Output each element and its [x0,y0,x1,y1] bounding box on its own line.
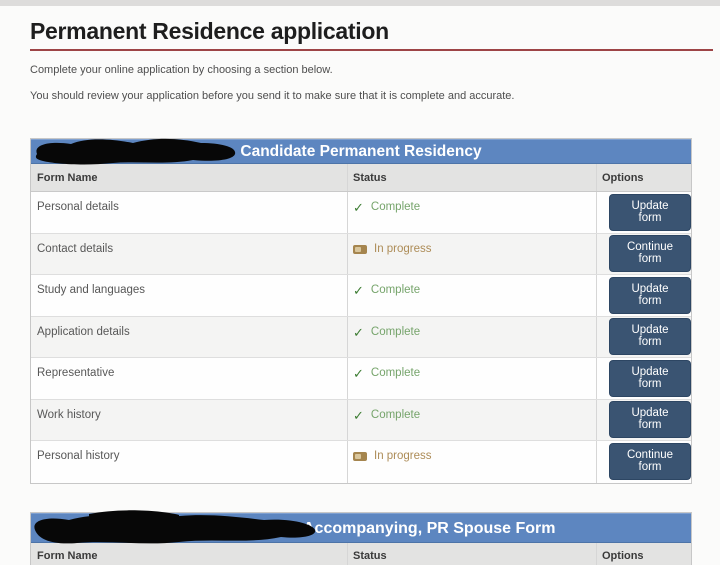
update-form-button[interactable]: Update form [609,193,691,231]
form-name: Application details [37,325,130,338]
browser-top-strip [0,0,720,6]
form-name: Work history [37,408,101,421]
status-label: Complete [370,367,421,379]
status-label: Complete [370,284,421,296]
update-form-button[interactable]: Update form [609,359,691,397]
status-label: In progress [374,450,432,462]
in-progress-icon [353,452,367,461]
form-name: Study and languages [37,284,146,296]
form-name: Contact details [37,242,114,255]
table-row: Application details ✓ Complete Update fo… [31,316,691,358]
page-title: Permanent Residence application [30,18,389,44]
spouse-form-table: Accompanying, PR Spouse Form Form Name S… [30,509,692,565]
column-header-options: Options [596,164,691,191]
check-icon: ✓ [353,407,364,423]
page-content: Permanent Residence application Complete… [0,18,720,565]
table-row: Representative ✓ Complete Update form [31,358,691,400]
continue-form-button[interactable]: Continue form [609,235,691,273]
title-divider [30,49,713,51]
status-label: Complete [370,325,421,338]
check-icon: ✓ [353,366,364,381]
table-row: Study and languages ✓ Complete Update fo… [31,275,691,317]
table-column-headers: Form Name Status Options [31,542,691,565]
section-header-spouse: Accompanying, PR Spouse Form [31,512,691,543]
section-header-candidate: Candidate Permanent Residency [31,139,691,164]
table-row: Personal details ✓ Complete Update form [31,192,691,234]
table-row: Work history ✓ Complete Update form [31,399,691,441]
status-label: In progress [374,242,432,255]
form-name: Personal details [37,201,119,213]
check-icon: ✓ [353,200,364,215]
continue-form-button[interactable]: Continue form [609,443,691,481]
form-name: Personal history [37,450,120,462]
column-header-status: Status [347,542,596,565]
update-form-button[interactable]: Update form [609,276,691,314]
review-text: You should review your application befor… [30,90,515,102]
status-label: Complete [370,408,421,421]
check-icon: ✓ [353,283,364,298]
column-header-status: Status [347,164,596,191]
update-form-button[interactable]: Update form [609,401,691,439]
update-form-button[interactable]: Update form [609,318,691,356]
column-header-form-name: Form Name [37,550,98,562]
intro-text: Complete your online application by choo… [30,64,333,76]
column-header-options: Options [596,542,691,565]
column-header-form-name: Form Name [37,171,98,184]
status-label: Complete [370,201,421,213]
check-icon: ✓ [353,324,364,340]
table-row: Personal history In progress Continue fo… [31,441,691,483]
form-name: Representative [37,367,115,379]
candidate-pr-table: Candidate Permanent Residency Form Name … [30,138,692,484]
table-column-headers: Form Name Status Options [31,164,691,192]
in-progress-icon [353,244,367,254]
table-row: Contact details In progress Continue for… [31,233,691,275]
